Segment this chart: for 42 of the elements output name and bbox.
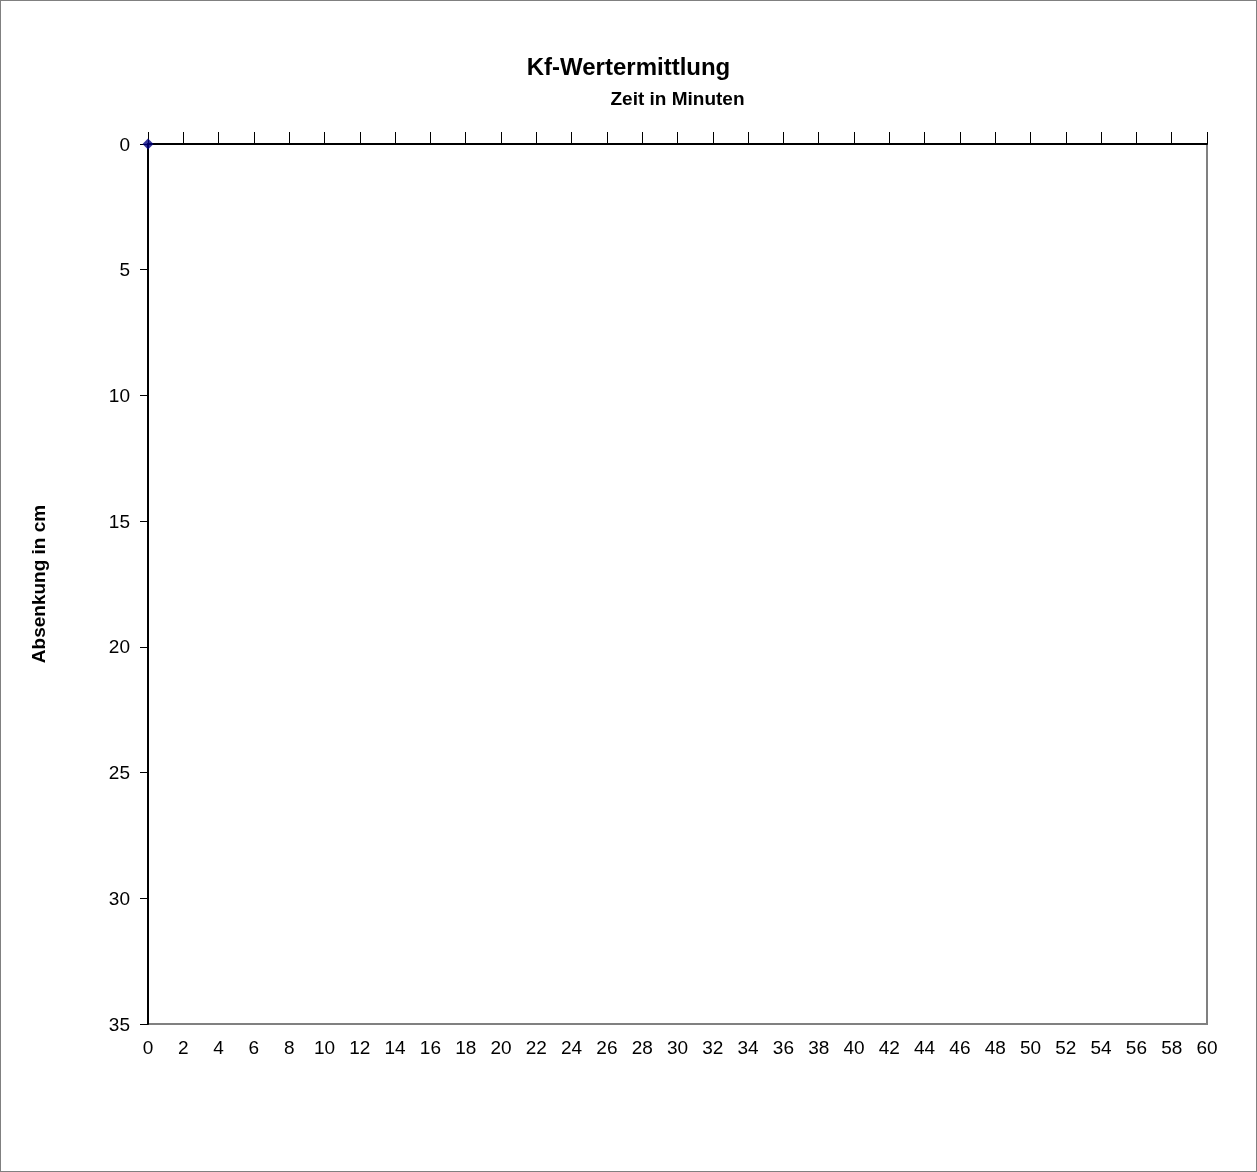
x-tick-label: 48 [984, 1037, 1006, 1058]
x-tick-label: 16 [419, 1037, 441, 1058]
x-tick-label: 20 [490, 1037, 512, 1058]
x-tick-label: 50 [1019, 1037, 1042, 1058]
chart-title: Kf-Wertermittlung [526, 52, 731, 80]
x-tick-label: 34 [737, 1037, 760, 1058]
x-tick-label: 14 [384, 1037, 407, 1058]
x-axis-title: Zeit in Minuten [610, 88, 745, 109]
x-tick-label: 12 [349, 1037, 371, 1058]
y-axis-title: Absenkung in cm [28, 504, 49, 664]
x-tick-label: 54 [1090, 1037, 1113, 1058]
x-tick-label: 32 [702, 1037, 724, 1058]
x-tick-label: 22 [525, 1037, 547, 1058]
x-tick-label: 18 [455, 1037, 477, 1058]
y-tick-label: 5 [119, 259, 130, 281]
x-tick-label: 40 [843, 1037, 865, 1058]
x-tick-label: 10 [313, 1037, 336, 1058]
x-tick-label: 24 [561, 1037, 583, 1058]
x-tick-label: 2 [178, 1037, 189, 1058]
x-tick-label: 6 [248, 1037, 260, 1058]
x-tick-label: 44 [914, 1037, 936, 1058]
x-tick-label: 4 [213, 1037, 225, 1058]
y-tick-label: 20 [108, 636, 130, 658]
x-tick-label: 38 [808, 1037, 830, 1058]
x-tick-label: 26 [596, 1037, 618, 1058]
y-tick-label: 30 [108, 887, 130, 909]
x-tick-label: 30 [666, 1037, 689, 1058]
x-tick-label: 8 [283, 1037, 295, 1058]
y-tick-label: 35 [108, 1013, 130, 1035]
x-tick-label: 60 [1196, 1037, 1218, 1058]
y-tick-label: 0 [119, 133, 130, 155]
y-tick-label: 25 [108, 762, 130, 784]
x-tick-label: 58 [1161, 1037, 1183, 1058]
x-tick-label: 28 [631, 1037, 653, 1058]
y-tick-label: 10 [108, 384, 130, 406]
x-tick-label: 46 [949, 1037, 971, 1058]
y-tick-label: 15 [108, 510, 130, 532]
x-tick-label: 0 [142, 1037, 154, 1058]
x-tick-label: 42 [878, 1037, 900, 1058]
x-tick-label: 36 [772, 1037, 794, 1058]
x-tick-label: 56 [1125, 1037, 1147, 1058]
x-tick-label: 52 [1055, 1037, 1077, 1058]
